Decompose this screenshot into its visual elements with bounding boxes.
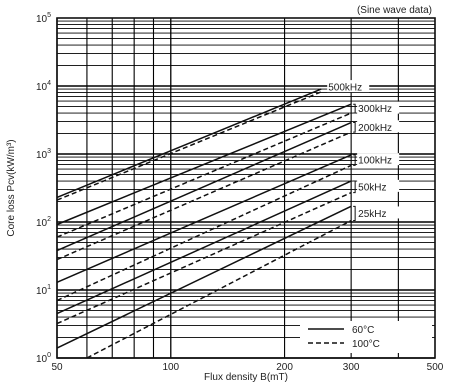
frequency-label-bg <box>327 80 370 93</box>
frequency-label-bg <box>357 101 400 114</box>
frequency-bracket <box>353 180 356 194</box>
annotation-label: (Sine wave data) <box>357 5 432 16</box>
y-tick-label: 101 <box>36 284 51 297</box>
series-line <box>56 164 352 302</box>
plot-frame <box>56 17 436 359</box>
legend-box <box>300 321 432 353</box>
y-axis-label: Core loss Pcv(kW/m³) <box>6 139 17 236</box>
series-line <box>56 112 352 238</box>
frequency-bracket <box>353 103 356 114</box>
frequency-label-bg <box>357 153 400 166</box>
frequency-bracket <box>353 122 356 133</box>
frequency-bracket <box>353 205 356 222</box>
series-line <box>56 154 352 283</box>
x-tick-label: 200 <box>276 362 293 373</box>
frequency-label-bg <box>357 179 400 192</box>
series-line <box>56 180 352 315</box>
y-tick-label: 105 <box>36 12 51 25</box>
frequency-label-bg <box>357 120 400 133</box>
y-tick-label: 104 <box>36 80 51 93</box>
frequency-label: 25kHz <box>358 209 386 220</box>
frequency-label: 100kHz <box>358 156 392 167</box>
series-line <box>56 205 352 349</box>
frequency-label: 200kHz <box>358 123 392 134</box>
series-line <box>86 219 352 359</box>
x-axis-label: Flux density B(mT) <box>204 372 288 383</box>
frequency-bracket <box>353 154 356 166</box>
legend: 60°C 100°C <box>300 321 432 353</box>
frequency-label: 500kHz <box>328 83 362 94</box>
y-tick-label: 103 <box>36 148 51 161</box>
x-tick-label: 500 <box>427 362 444 373</box>
x-tick-label: 100 <box>162 362 179 373</box>
series-line <box>56 131 352 261</box>
legend-label-60c: 60°C <box>352 325 374 336</box>
series-line <box>56 103 352 226</box>
y-tick-label: 102 <box>36 216 51 229</box>
series-line <box>56 192 352 325</box>
frequency-label-bg <box>357 206 400 219</box>
x-tick-label: 50 <box>51 362 63 373</box>
frequency-labels: 500kHz 300kHz 200kHz 100kHz 50kHz 25kHz <box>327 80 400 222</box>
y-tick-label: 100 <box>36 352 51 365</box>
frequency-label: 300kHz <box>358 104 392 115</box>
frequency-label: 50kHz <box>358 182 386 193</box>
legend-label-100c: 100°C <box>352 339 380 350</box>
series-line <box>56 91 322 201</box>
series-line <box>56 121 352 252</box>
x-tick-label: 300 <box>343 362 360 373</box>
series-lines <box>56 88 352 359</box>
series-line <box>56 88 322 199</box>
